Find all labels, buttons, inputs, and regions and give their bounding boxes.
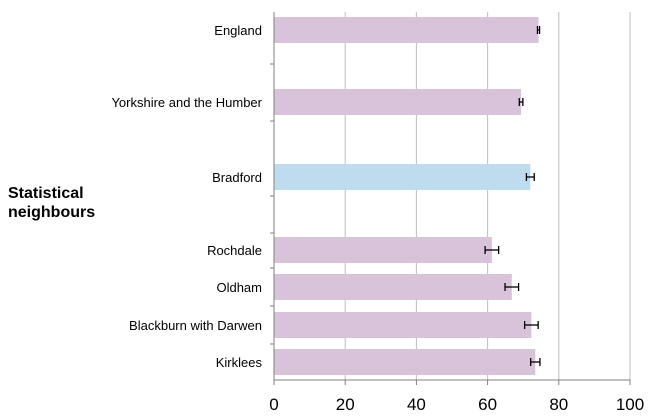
bar xyxy=(274,164,531,190)
statistical-neighbours-label: Statistical neighbours xyxy=(8,185,96,221)
x-tick-label: 100 xyxy=(616,395,644,414)
x-tick-label: 0 xyxy=(269,395,278,414)
category-label: Bradford xyxy=(212,170,262,185)
x-tick-label: 40 xyxy=(407,395,426,414)
bar xyxy=(274,274,512,300)
category-label: Oldham xyxy=(216,280,262,295)
x-tick-label: 20 xyxy=(336,395,355,414)
bar xyxy=(274,237,492,263)
bar xyxy=(274,312,532,338)
bar xyxy=(274,349,536,375)
x-tick-label: 80 xyxy=(549,395,568,414)
bar xyxy=(274,17,539,43)
x-tick-label: 60 xyxy=(478,395,497,414)
category-label: Rochdale xyxy=(207,243,262,258)
bar xyxy=(274,89,522,115)
category-label: England xyxy=(214,23,262,38)
category-label: Blackburn with Darwen xyxy=(129,318,262,333)
category-label: Kirklees xyxy=(216,355,263,370)
category-label: Yorkshire and the Humber xyxy=(111,95,262,110)
